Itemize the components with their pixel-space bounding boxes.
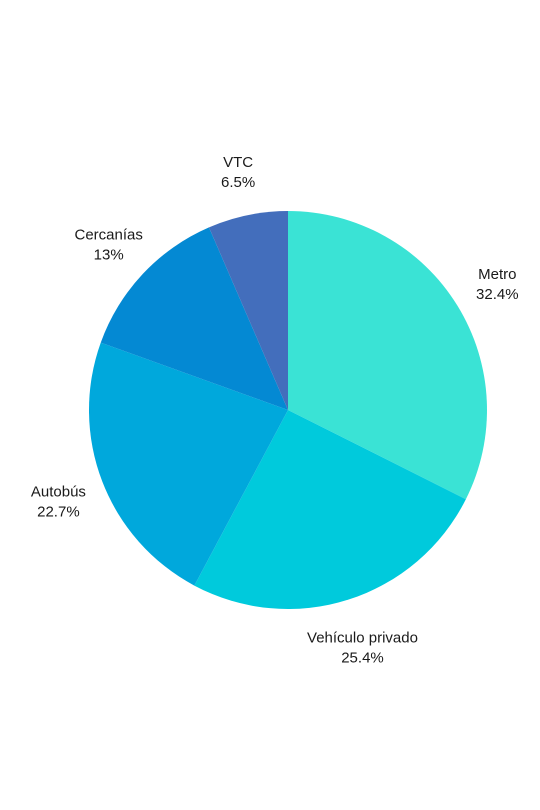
slice-label-cercanias: Cercanías [75,227,143,244]
slice-label-group-vehiculo-privado: Vehículo privado 25.4% [307,629,418,666]
slice-value-cercanias: 13% [94,247,124,264]
slice-label-group-autobus: Autobús 22.7% [31,483,86,520]
pie-slice-cercanias [100,227,288,410]
slice-label-autobus: Autobús [31,483,86,500]
slice-label-metro: Metro [478,266,516,283]
slice-value-vtc: 6.5% [221,174,255,191]
slice-value-metro: 32.4% [476,286,519,303]
slice-label-group-metro: Metro 32.4% [476,266,519,303]
slice-label-group-cercanias: Cercanías 13% [75,227,143,264]
slice-label-vehiculo-privado: Vehículo privado [307,629,418,646]
pie-slice-vtc [208,211,288,410]
slice-label-vtc: VTC [223,154,253,171]
slice-label-group-vtc: VTC 6.5% [221,154,255,191]
labels-layer: Metro 32.4% Vehículo privado 25.4% Autobús 22… [31,154,519,666]
slice-value-autobus: 22.7% [37,503,80,520]
pie-slice-metro [288,211,487,500]
slice-value-vehiculo-privado: 25.4% [341,649,384,666]
pie-slice-vehiculo-privado [194,410,466,610]
pie-slice-autobus [88,342,289,586]
slices-layer [88,211,487,610]
